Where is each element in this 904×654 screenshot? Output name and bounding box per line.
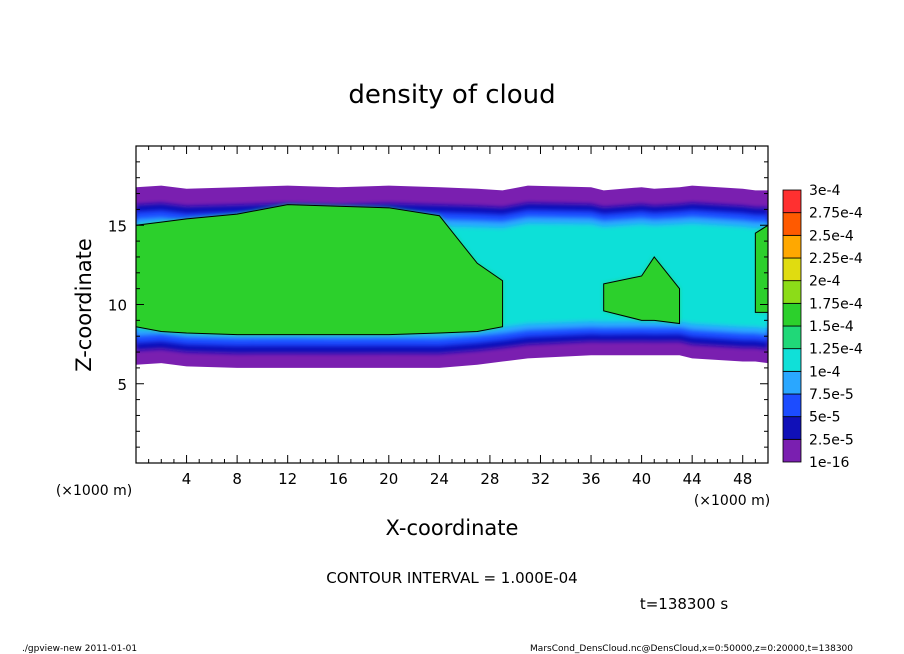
contour-line-1: [603, 256, 681, 325]
colorbar-segment: [782, 438, 802, 463]
time-label: t=138300 s: [640, 595, 728, 613]
x-axis-label: X-coordinate: [386, 516, 519, 540]
x-tick-label: 44: [683, 470, 702, 488]
x-axis-ticks: 4 8 12 16 20 24 28 32 36 40 44 48: [148, 146, 756, 488]
colorbar-segment: [782, 416, 802, 440]
colorbar-label: 1e-16: [809, 455, 849, 471]
x-tick-label: 8: [232, 470, 242, 488]
colorbar-segment: [782, 280, 802, 304]
y-axis-unit: (×1000 m): [56, 483, 132, 499]
colorbar-segment: [782, 257, 802, 282]
heatmap-field: [136, 185, 768, 368]
footer-data-source: MarsCond_DensCloud.nc@DensCloud,x=0:5000…: [530, 644, 853, 654]
contour-interval-text: CONTOUR INTERVAL = 1.000E-04: [326, 569, 577, 587]
contour-line-2: [754, 224, 768, 313]
colorbar-label: 2.5e-5: [809, 432, 854, 448]
colorbar-segment: [782, 325, 802, 350]
y-tick-label: 10: [108, 297, 127, 315]
colorbar-segment: [782, 212, 802, 236]
colorbar-label: 1e-4: [809, 364, 841, 380]
core-region-2: [755, 225, 768, 313]
chart-title: density of cloud: [348, 80, 555, 110]
core-region-1: [603, 256, 680, 324]
colorbar-label: 2.25e-4: [809, 251, 863, 267]
y-tick-label: 5: [117, 376, 127, 394]
footer-program-date: ./gpview-new 2011-01-01: [22, 644, 137, 654]
y-axis-label: Z-coordinate: [72, 238, 96, 372]
colorbar-label: 1.5e-4: [809, 319, 854, 335]
x-tick-label: 12: [278, 470, 297, 488]
x-tick-label: 36: [581, 470, 600, 488]
y-axis-ticks: 5 10 15: [108, 161, 768, 448]
x-tick-label: 24: [430, 470, 449, 488]
x-axis-unit: (×1000 m): [694, 493, 770, 509]
x-tick-label: 16: [329, 470, 348, 488]
colorbar: 1e-16 2.5e-5 5e-5 7.5e-5 1e-4 1.25e-4 1.5e-4 1.…: [782, 183, 863, 471]
x-tick-label: 48: [733, 470, 752, 488]
core-region-0: [136, 204, 503, 335]
x-tick-label: 32: [531, 470, 550, 488]
x-tick-label: 4: [182, 470, 192, 488]
x-tick-label: 40: [632, 470, 651, 488]
y-tick-label: 15: [108, 217, 127, 235]
colorbar-label: 2.75e-4: [809, 206, 863, 222]
colorbar-segment: [782, 393, 802, 418]
colorbar-segment: [782, 189, 802, 214]
colorbar-label: 1.75e-4: [809, 296, 863, 312]
colorbar-label: 3e-4: [809, 183, 841, 199]
colorbar-label: 2e-4: [809, 274, 841, 290]
colorbar-segment: [782, 370, 802, 395]
colorbar-label: 2.5e-4: [809, 228, 854, 244]
colorbar-label: 7.5e-5: [809, 387, 854, 403]
colorbar-segment: [782, 234, 802, 259]
x-tick-label: 28: [480, 470, 499, 488]
colorbar-label: 5e-5: [809, 410, 840, 426]
colorbar-segment: [782, 348, 802, 372]
colorbar-label: 1.25e-4: [809, 342, 863, 358]
colorbar-segment: [782, 302, 802, 327]
x-tick-label: 20: [379, 470, 398, 488]
contour-line-0: [136, 204, 504, 336]
